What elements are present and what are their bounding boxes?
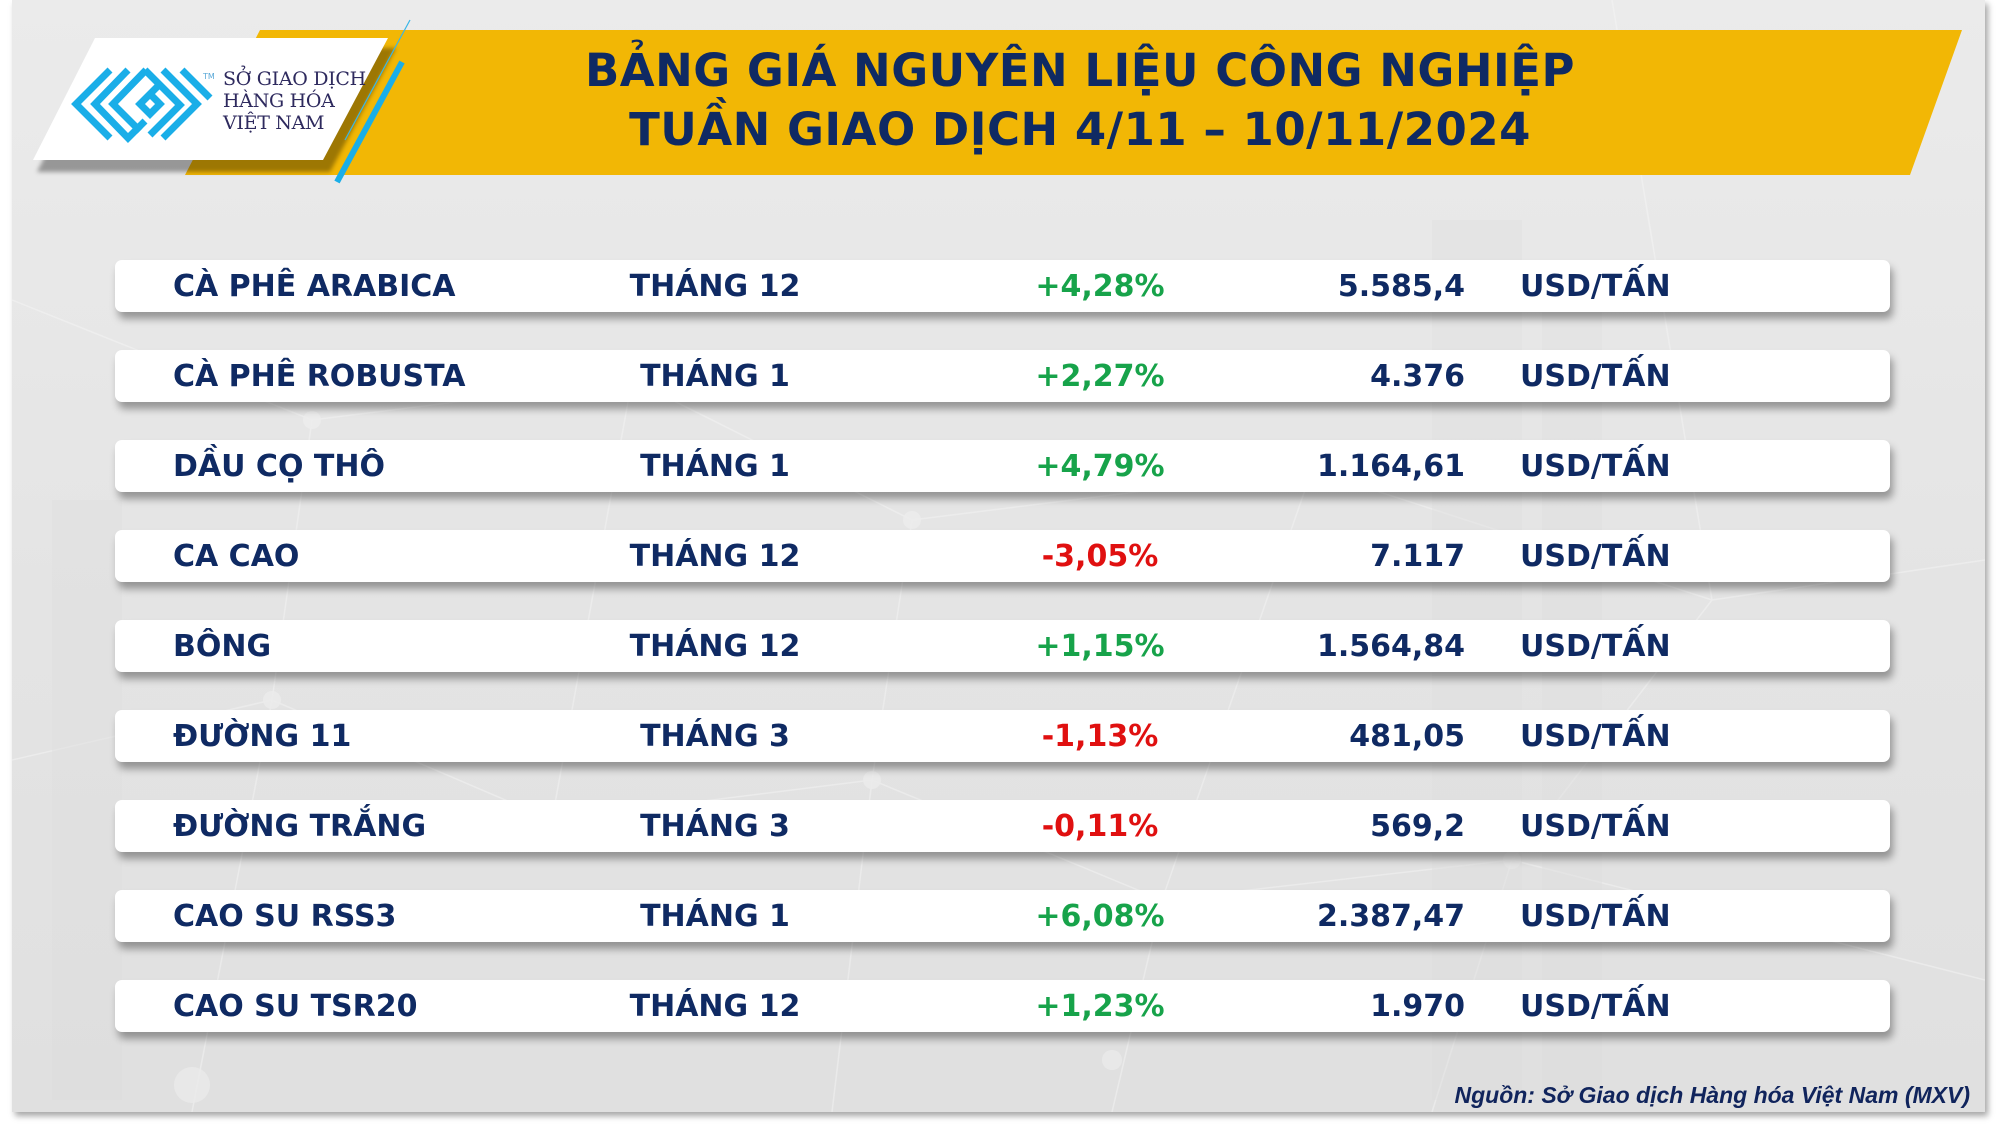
price-change: -3,05% <box>1041 539 1159 574</box>
price-value: 1.564,84 <box>1316 629 1465 664</box>
price-change: +1,15% <box>1035 629 1165 664</box>
page-title-line-2: TUẦN GIAO DỊCH 4/11 – 10/11/2024 <box>629 103 1531 156</box>
table-row: CAO SU TSR20 THÁNG 12 +1,23% 1.970 USD/T… <box>115 980 1890 1032</box>
price-unit: USD/TẤN <box>1520 539 1671 574</box>
logo-text: SỞ GIAO DỊCH HÀNG HÓA VIỆT NAM <box>223 68 366 134</box>
contract-month: THÁNG 12 <box>629 989 801 1024</box>
table-row: BÔNG THÁNG 12 +1,15% 1.564,84 USD/TẤN <box>115 620 1890 672</box>
contract-month: THÁNG 3 <box>640 719 790 754</box>
table-row: CAO SU RSS3 THÁNG 1 +6,08% 2.387,47 USD/… <box>115 890 1890 942</box>
header-banner <box>33 19 1962 184</box>
title-banner-shape <box>185 30 1962 175</box>
contract-month: THÁNG 3 <box>640 809 790 844</box>
price-change: +4,79% <box>1035 449 1165 484</box>
price-unit: USD/TẤN <box>1520 719 1671 754</box>
commodity-name: CÀ PHÊ ARABICA <box>173 269 456 304</box>
price-change: +6,08% <box>1035 899 1165 934</box>
table-row: ĐƯỜNG 11 THÁNG 3 -1,13% 481,05 USD/TẤN <box>115 710 1890 762</box>
price-value: 4.376 <box>1370 359 1465 394</box>
logo-line-3: VIỆT NAM <box>223 112 325 134</box>
price-value: 481,05 <box>1349 719 1465 754</box>
contract-month: THÁNG 12 <box>629 629 801 664</box>
contract-month: THÁNG 1 <box>640 899 790 934</box>
table-row: ĐƯỜNG TRẮNG THÁNG 3 -0,11% 569,2 USD/TẤN <box>115 800 1890 852</box>
logo-line-2: HÀNG HÓA <box>223 90 335 112</box>
contract-month: THÁNG 1 <box>640 449 790 484</box>
price-value: 569,2 <box>1370 809 1465 844</box>
table-row: CÀ PHÊ ROBUSTA THÁNG 1 +2,27% 4.376 USD/… <box>115 350 1890 402</box>
price-change: -1,13% <box>1041 719 1159 754</box>
commodity-name: CA CAO <box>173 539 300 574</box>
commodity-name: CAO SU RSS3 <box>173 899 397 934</box>
mxv-maze-logo-icon <box>71 67 213 143</box>
table-row: CÀ PHÊ ARABICA THÁNG 12 +4,28% 5.585,4 U… <box>115 260 1890 312</box>
trademark-mark: TM <box>203 72 215 81</box>
price-unit: USD/TẤN <box>1520 989 1671 1024</box>
commodity-name: CÀ PHÊ ROBUSTA <box>173 359 466 394</box>
commodity-name: CAO SU TSR20 <box>173 989 418 1024</box>
contract-month: THÁNG 12 <box>629 269 801 304</box>
price-unit: USD/TẤN <box>1520 629 1671 664</box>
commodity-name: ĐƯỜNG TRẮNG <box>173 809 427 844</box>
contract-month: THÁNG 12 <box>629 539 801 574</box>
page-title-line-1: BẢNG GIÁ NGUYÊN LIỆU CÔNG NGHIỆP <box>585 44 1575 97</box>
logo-line-1: SỞ GIAO DỊCH <box>223 68 366 90</box>
price-change: +2,27% <box>1035 359 1165 394</box>
price-unit: USD/TẤN <box>1520 449 1671 484</box>
commodity-name: BÔNG <box>173 629 272 664</box>
price-value: 7.117 <box>1370 539 1465 574</box>
price-value: 5.585,4 <box>1337 269 1465 304</box>
thin-accent-line <box>344 19 411 141</box>
commodity-name: DẦU CỌ THÔ <box>173 449 385 484</box>
price-value: 1.164,61 <box>1316 449 1465 484</box>
price-change: +1,23% <box>1035 989 1165 1024</box>
price-unit: USD/TẤN <box>1520 809 1671 844</box>
price-unit: USD/TẤN <box>1520 269 1671 304</box>
price-change: -0,11% <box>1041 809 1159 844</box>
price-value: 2.387,47 <box>1316 899 1465 934</box>
table-row: CA CAO THÁNG 12 -3,05% 7.117 USD/TẤN <box>115 530 1890 582</box>
price-change: +4,28% <box>1035 269 1165 304</box>
commodity-name: ĐƯỜNG 11 <box>173 719 352 754</box>
price-unit: USD/TẤN <box>1520 899 1671 934</box>
table-row: DẦU CỌ THÔ THÁNG 1 +4,79% 1.164,61 USD/T… <box>115 440 1890 492</box>
contract-month: THÁNG 1 <box>640 359 790 394</box>
source-note: Nguồn: Sở Giao dịch Hàng hóa Việt Nam (M… <box>1454 1082 1970 1108</box>
price-unit: USD/TẤN <box>1520 359 1671 394</box>
price-value: 1.970 <box>1370 989 1465 1024</box>
thick-accent-line <box>334 60 405 184</box>
